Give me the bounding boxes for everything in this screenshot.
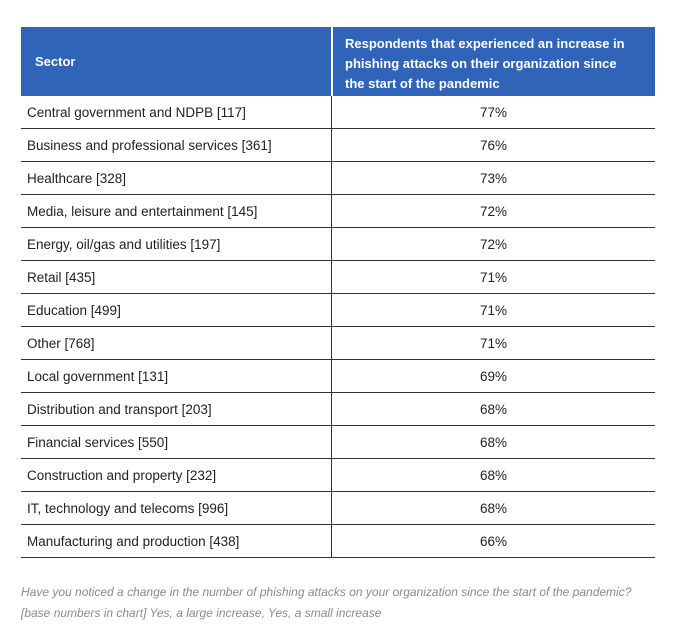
header-respondents: Respondents that experienced an increase… xyxy=(333,27,655,96)
cell-divider xyxy=(331,195,332,227)
header-sector: Sector xyxy=(35,54,76,69)
cell-divider xyxy=(331,525,332,557)
survey-footnote: Have you noticed a change in the number … xyxy=(21,582,671,624)
percent-cell: 77% xyxy=(479,104,508,120)
header-divider xyxy=(331,27,333,96)
footnote-base: [base numbers in chart] Yes, a large inc… xyxy=(21,606,382,620)
percent-cell: 68% xyxy=(479,467,508,483)
cell-divider xyxy=(331,393,332,425)
sector-table: Sector Respondents that experienced an i… xyxy=(21,27,655,558)
table-row: IT, technology and telecoms [996] 68% xyxy=(21,492,655,525)
cell-divider xyxy=(331,261,332,293)
percent-cell: 69% xyxy=(479,368,508,384)
cell-divider xyxy=(331,327,332,359)
cell-divider xyxy=(331,162,332,194)
sector-cell: Distribution and transport [203] xyxy=(27,401,212,417)
sector-cell: Education [499] xyxy=(27,302,121,318)
table-row: Financial services [550] 68% xyxy=(21,426,655,459)
sector-cell: Manufacturing and production [438] xyxy=(27,533,240,549)
cell-divider xyxy=(331,426,332,458)
table-row: Distribution and transport [203] 68% xyxy=(21,393,655,426)
percent-cell: 68% xyxy=(479,500,508,516)
percent-cell: 68% xyxy=(479,434,508,450)
sector-cell: Central government and NDPB [117] xyxy=(27,104,246,120)
table-header: Sector Respondents that experienced an i… xyxy=(21,27,655,96)
cell-divider xyxy=(331,129,332,161)
table-row: Retail [435] 71% xyxy=(21,261,655,294)
cell-divider xyxy=(331,96,332,128)
footnote-question: Have you noticed a change in the number … xyxy=(21,585,632,599)
sector-cell: Healthcare [328] xyxy=(27,170,127,186)
cell-divider xyxy=(331,228,332,260)
percent-cell: 73% xyxy=(479,170,508,186)
table-row: Media, leisure and entertainment [145] 7… xyxy=(21,195,655,228)
table-row: Education [499] 71% xyxy=(21,294,655,327)
cell-divider xyxy=(331,459,332,491)
percent-cell: 76% xyxy=(479,137,508,153)
sector-cell: Energy, oil/gas and utilities [197] xyxy=(27,236,221,252)
table-row: Construction and property [232] 68% xyxy=(21,459,655,492)
table-row: Healthcare [328] 73% xyxy=(21,162,655,195)
table-row: Manufacturing and production [438] 66% xyxy=(21,525,655,558)
percent-cell: 72% xyxy=(479,203,508,219)
table-row: Central government and NDPB [117] 77% xyxy=(21,96,655,129)
table-row: Energy, oil/gas and utilities [197] 72% xyxy=(21,228,655,261)
percent-cell: 71% xyxy=(479,335,508,351)
percent-cell: 72% xyxy=(479,236,508,252)
sector-cell: Financial services [550] xyxy=(27,434,169,450)
table-row: Other [768] 71% xyxy=(21,327,655,360)
table-row: Local government [131] 69% xyxy=(21,360,655,393)
cell-divider xyxy=(331,294,332,326)
percent-cell: 66% xyxy=(479,533,508,549)
cell-divider xyxy=(331,492,332,524)
sector-cell: Local government [131] xyxy=(27,368,169,384)
sector-cell: Media, leisure and entertainment [145] xyxy=(27,203,258,219)
percent-cell: 71% xyxy=(479,269,508,285)
percent-cell: 68% xyxy=(479,401,508,417)
header-respondents-line3: the start of the pandemic xyxy=(345,76,500,91)
percent-cell: 71% xyxy=(479,302,508,318)
sector-cell: Retail [435] xyxy=(27,269,96,285)
sector-cell: Construction and property [232] xyxy=(27,467,217,483)
table-row: Business and professional services [361]… xyxy=(21,129,655,162)
header-respondents-line1: Respondents that experienced an increase… xyxy=(345,36,625,51)
cell-divider xyxy=(331,360,332,392)
sector-cell: Other [768] xyxy=(27,335,95,351)
header-respondents-line2: phishing attacks on their organization s… xyxy=(345,56,617,71)
sector-cell: IT, technology and telecoms [996] xyxy=(27,500,229,516)
sector-cell: Business and professional services [361] xyxy=(27,137,272,153)
